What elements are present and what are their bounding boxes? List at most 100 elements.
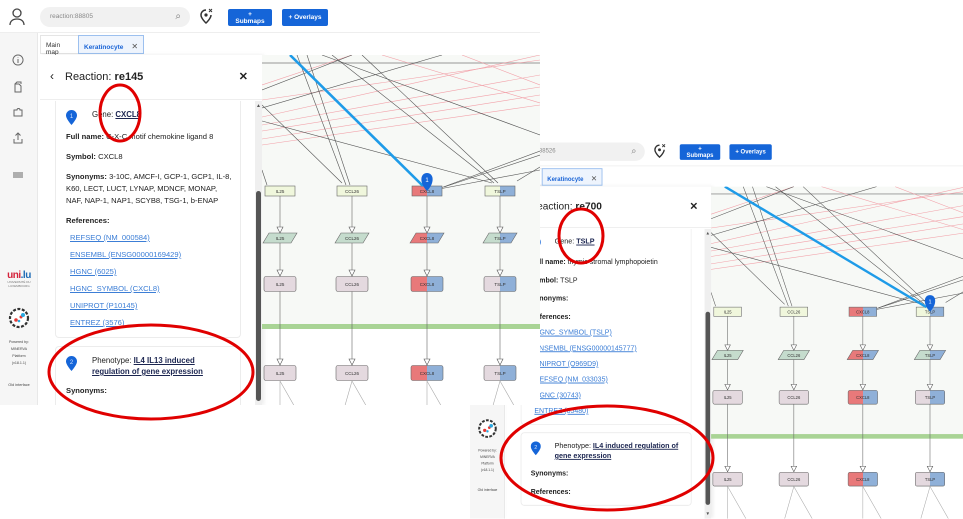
species-node[interactable] <box>779 306 808 317</box>
gene-link[interactable]: CXCL8 <box>115 110 141 119</box>
minerva-logo <box>478 419 497 438</box>
species-node[interactable] <box>262 232 298 244</box>
reference-link[interactable]: ENTREZ (85480) <box>534 406 589 415</box>
reaction-edge <box>742 186 789 307</box>
close-panel-icon[interactable]: ✕ <box>689 201 699 213</box>
species-node[interactable] <box>264 185 296 197</box>
node-label: TSLP <box>925 395 936 400</box>
phenotype-heading: 2 Phenotype: IL4 IL13 induced regulation … <box>66 355 232 377</box>
node-label: CCL26 <box>787 310 801 315</box>
tab-keratinocyte[interactable]: Keratinocyte ✕ <box>78 35 144 54</box>
arrowhead-icon <box>496 226 504 234</box>
reference-link[interactable]: ENSEMBL (ENSG00000169429) <box>70 250 182 259</box>
minerva-logo <box>8 307 30 329</box>
reaction-edge <box>711 223 963 265</box>
old-interface-link[interactable]: Old interface <box>477 488 498 493</box>
species-node[interactable] <box>913 350 947 360</box>
overlays-button[interactable]: + Overlays <box>729 144 772 160</box>
reaction-edge <box>279 380 295 405</box>
close-tab-icon[interactable]: ✕ <box>131 42 139 51</box>
species-node[interactable] <box>777 350 810 360</box>
node-label: CXCL8 <box>856 395 870 400</box>
node-label: CCL26 <box>787 395 801 400</box>
reference-link[interactable]: HGNC (6025) <box>70 267 117 276</box>
species-node[interactable] <box>409 232 445 244</box>
scrollbar-thumb[interactable] <box>256 191 261 401</box>
reaction-edge <box>945 291 963 303</box>
gene-link[interactable]: TSLP <box>576 237 595 246</box>
svg-text:1: 1 <box>70 114 74 120</box>
close-panel-icon[interactable]: ✕ <box>238 71 248 83</box>
clear-pin-icon[interactable] <box>653 143 666 159</box>
map-marker-icon[interactable]: 1 <box>421 173 433 191</box>
map-canvas[interactable]: IL25 IL25 IL25 IL25 CCL26 CCL26 CCL26 CCL26 CXCL… <box>262 55 540 405</box>
synonyms-row: Synonyms: 3-10C, AMCF-I, GCP-1, GCP1, IL… <box>66 172 232 205</box>
node-column-tslp: TSLP TSLP TSLP TSLP <box>913 306 949 519</box>
species-node[interactable] <box>484 185 516 197</box>
powered-by-text: Powered by: <box>9 340 29 344</box>
user-icon[interactable] <box>9 8 25 26</box>
reaction-edge <box>262 74 540 126</box>
reaction-edge <box>920 486 949 519</box>
reference-link[interactable]: HGNC_SYMBOL (CXCL8) <box>70 284 160 293</box>
scrollbar-thumb[interactable] <box>705 311 711 505</box>
clear-pin-icon[interactable] <box>199 8 213 24</box>
reference-link[interactable]: HGNC_SYMBOL (TSLP) <box>534 328 612 337</box>
species-node[interactable] <box>711 350 744 360</box>
powered-by: Powered by: MINERVA Platform (v18.1.1) <box>472 448 503 474</box>
export-icon[interactable] <box>12 132 24 144</box>
reference-link[interactable]: ENSEMBL (ENSG00000145777) <box>534 343 637 353</box>
search-icon[interactable]: ⌕ <box>175 11 181 22</box>
node-label: IL25 <box>276 371 285 376</box>
arrowhead-icon <box>496 358 504 366</box>
node-label: CXCL8 <box>856 310 870 315</box>
map-marker-icon[interactable]: 1 <box>924 295 936 312</box>
submaps-button[interactable]: + Submaps <box>679 144 721 160</box>
grid-icon[interactable] <box>12 169 24 181</box>
reference-link[interactable]: UNIPROT (Q969D9) <box>534 359 599 368</box>
tab-main-map[interactable]: Main map <box>40 35 79 56</box>
back-icon[interactable]: ‹ <box>50 69 54 83</box>
species-node[interactable] <box>336 185 368 197</box>
gene-card: 1 Gene: CXCL8 Full name: C-X-C motif chem… <box>55 101 241 338</box>
overlays-button[interactable]: + Overlays <box>282 9 328 26</box>
species-node[interactable] <box>846 350 879 360</box>
marker-pin-icon: 2 <box>66 356 77 371</box>
reaction-edge <box>306 55 351 186</box>
file-icon[interactable] <box>12 81 24 93</box>
reaction-panel: ‹ Reaction: re145 ✕ 1 Gene: CXCL8 Full na… <box>40 55 262 405</box>
reference-link[interactable]: HGNC (30743) <box>534 390 582 400</box>
reference-link[interactable]: REFSEQ (NM_033035) <box>534 375 608 384</box>
arrowhead-icon <box>276 358 284 366</box>
tab-keratinocyte[interactable]: Keratinocyte ✕ <box>541 168 603 186</box>
reference-link[interactable]: UNIPROT (P10145) <box>70 301 138 310</box>
reaction-edge <box>262 55 540 118</box>
species-node[interactable] <box>334 232 370 244</box>
search-icon[interactable]: ⌕ <box>631 146 637 157</box>
reference-link[interactable]: REFSEQ (NM_000584) <box>70 233 150 242</box>
species-node[interactable] <box>848 306 877 317</box>
node-label: TSLP <box>494 371 505 376</box>
map-canvas[interactable]: IL25 IL25 IL25 IL25 CCL26 CCL26 CCL26 CCL26 CXCL… <box>711 186 963 519</box>
reaction-edge <box>711 186 877 236</box>
old-interface-link[interactable]: Old interface <box>8 383 30 387</box>
reference-link[interactable]: ENTREZ (3576) <box>70 318 125 327</box>
search-input[interactable]: reaction:88805 ⌕ <box>40 7 190 27</box>
panel-scrollbar[interactable]: ▲ ▼ <box>255 101 262 405</box>
reaction-edge <box>878 279 963 309</box>
reaction-edge <box>296 55 347 186</box>
info-icon[interactable] <box>12 54 24 66</box>
species-node[interactable] <box>713 306 742 317</box>
species-node[interactable] <box>482 232 518 244</box>
arrowhead-icon <box>859 344 867 351</box>
arrowhead-icon <box>859 466 867 473</box>
close-tab-icon[interactable]: ✕ <box>590 174 598 183</box>
node-label: CXCL8 <box>420 282 435 287</box>
svg-text:2: 2 <box>534 445 537 451</box>
plugin-icon[interactable] <box>12 106 24 118</box>
submaps-button[interactable]: + Submaps <box>228 9 272 26</box>
panel-title: Reaction: re145 <box>65 71 144 83</box>
node-label: CXCL8 <box>420 371 435 376</box>
